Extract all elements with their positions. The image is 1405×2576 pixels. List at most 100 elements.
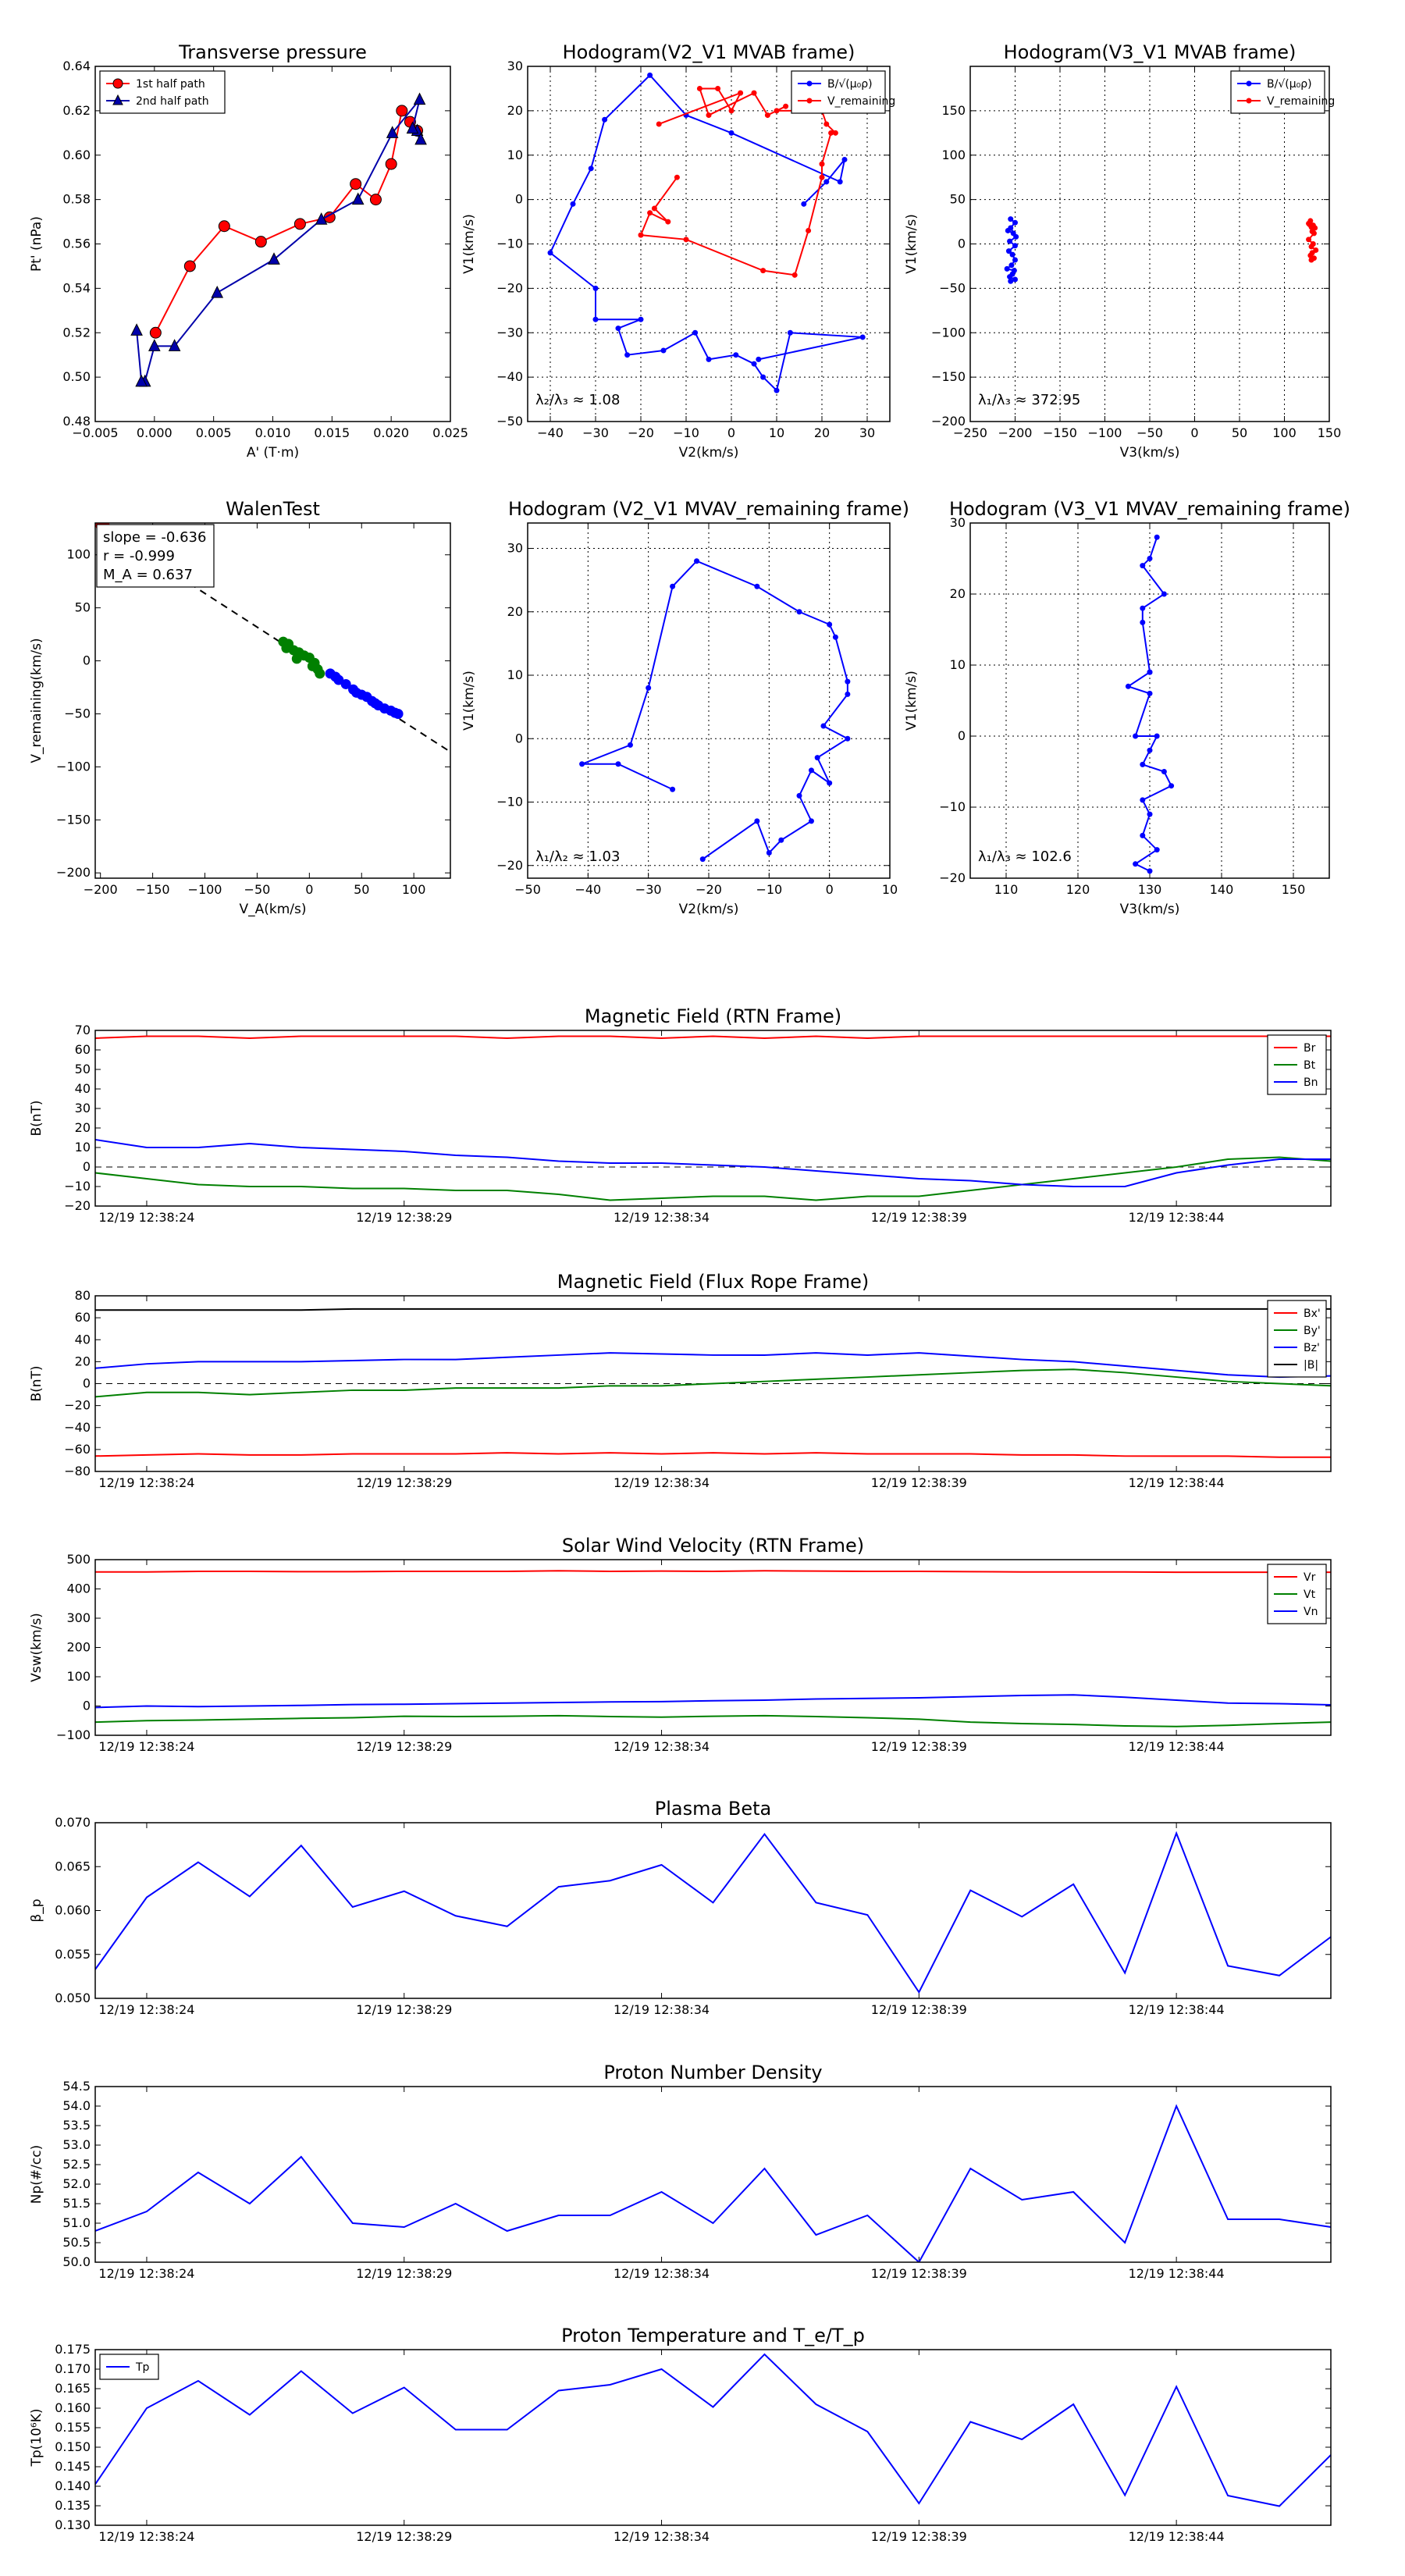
data-point <box>728 108 735 114</box>
legend-label: Bz' <box>1304 1342 1320 1354</box>
y-tick-label: −100 <box>56 1727 91 1742</box>
legend-label: Vt <box>1304 1589 1316 1601</box>
y-tick-label: 10 <box>507 667 523 682</box>
series-b--line <box>549 73 863 393</box>
y-tick-label: 30 <box>75 1101 91 1115</box>
y-tick-label: 0.145 <box>55 2459 91 2474</box>
x-tick-label: 12/19 12:38:44 <box>1129 2529 1225 2544</box>
data-point <box>211 285 224 298</box>
plot-area <box>579 558 851 863</box>
x-tick-label: 12/19 12:38:24 <box>98 2529 194 2544</box>
y-tick-label: 10 <box>75 1140 91 1155</box>
x-tick-label: 130 <box>1138 882 1162 897</box>
data-point <box>1004 265 1010 272</box>
x-tick-label: 12/19 12:38:44 <box>1129 1475 1225 1490</box>
y-tick-label: 0.160 <box>55 2400 91 2415</box>
x-tick-label: 10 <box>882 882 898 897</box>
annotation-text: λ₁/λ₃ ≈ 102.6 <box>978 849 1072 865</box>
y-tick-label: 0.055 <box>55 1947 91 1962</box>
data-point <box>859 334 866 340</box>
y-tick-label: 0.60 <box>62 148 91 162</box>
data-point <box>827 621 833 628</box>
chart-h4: Hodogram (V3_V1 MVAV_remaining frame) −20… <box>904 498 1350 917</box>
x-tick-label: 12/19 12:38:44 <box>1129 1739 1225 1754</box>
plot-frame <box>94 522 451 879</box>
data-point <box>706 112 712 119</box>
chart-title: WalenTest <box>226 498 320 520</box>
plot-frame <box>94 1822 1332 1999</box>
data-point <box>760 374 767 380</box>
chart-title: Magnetic Field (RTN Frame) <box>585 1005 841 1027</box>
data-point <box>778 837 784 843</box>
series-np-line <box>95 2104 1331 2262</box>
data-point <box>1154 534 1160 540</box>
y-tick-label: 0.155 <box>55 2420 91 2435</box>
y-tick-label: 50 <box>75 600 91 615</box>
data-point <box>1008 225 1014 231</box>
data-point <box>827 780 833 786</box>
x-axis-label: V3(km/s) <box>1120 445 1180 461</box>
x-tick-label: 12/19 12:38:34 <box>614 2529 710 2544</box>
data-point <box>406 121 419 134</box>
x-tick-label: 12/19 12:38:29 <box>356 2529 452 2544</box>
y-tick-label: 60 <box>75 1310 91 1325</box>
data-point <box>135 374 148 387</box>
y-tick-label: 0.64 <box>62 59 91 73</box>
data-point <box>819 174 825 180</box>
series-br-line <box>95 1035 1331 1040</box>
x-tick-label: −30 <box>635 882 662 897</box>
data-point <box>579 761 585 767</box>
plot-area <box>95 1831 1331 1994</box>
data-point <box>808 767 814 774</box>
y-axis-label: B(nT) <box>29 1365 44 1401</box>
x-axis-label: V_A(km/s) <box>239 902 306 917</box>
data-point <box>647 210 653 216</box>
x-tick-label: 12/19 12:38:24 <box>98 2266 194 2281</box>
x-tick-label: −20 <box>628 425 654 440</box>
legend-marker <box>112 78 123 89</box>
data-point <box>149 326 162 339</box>
legend-label: |B| <box>1304 1359 1318 1372</box>
x-tick-label: −100 <box>1088 425 1122 440</box>
data-point <box>1308 257 1314 263</box>
legend: Vr Vt Vn <box>1267 1564 1327 1624</box>
x-tick-label: 20 <box>814 425 830 440</box>
legend-label: Vr <box>1304 1571 1316 1584</box>
stats-line: slope = -0.636 <box>103 529 206 546</box>
chart-wt: WalenTest −200 −150 −100 −50 0 50 100 −200 −150 −1… <box>29 498 451 917</box>
legend: Bx' By' Bz' |B| <box>1267 1300 1327 1378</box>
series-bx--line <box>95 1452 1331 1458</box>
data-point <box>754 583 760 589</box>
y-tick-label: 0.54 <box>62 280 91 295</box>
data-point <box>728 130 735 136</box>
data-point <box>715 85 721 91</box>
x-tick-label: 12/19 12:38:24 <box>98 2002 194 2017</box>
x-tick-label: 12/19 12:38:34 <box>614 1210 710 1225</box>
x-tick-label: 150 <box>1282 882 1306 897</box>
chart-title: Hodogram(V3_V1 MVAB frame) <box>1004 41 1297 63</box>
x-tick-label: 150 <box>1318 425 1342 440</box>
y-tick-label: 40 <box>75 1081 91 1096</box>
data-point <box>1161 591 1167 597</box>
data-point <box>808 818 814 824</box>
data-point <box>1147 747 1153 753</box>
y-tick-label: 0.060 <box>55 1903 91 1918</box>
chart-h3: Hodogram (V2_V1 MVAV_remaining frame) −20… <box>461 498 909 917</box>
chart-title: Hodogram (V3_V1 MVAV_remaining frame) <box>949 498 1350 520</box>
chart-title: Proton Temperature and T_e/T_p <box>561 2325 865 2347</box>
y-tick-label: 0.135 <box>55 2498 91 2513</box>
series-by--line <box>95 1368 1331 1398</box>
chart-h2: Hodogram(V3_V1 MVAB frame) −200 −150 −100 −5… <box>904 41 1341 461</box>
x-tick-label: −50 <box>514 882 541 897</box>
legend-box <box>791 70 886 114</box>
y-axis-label: B(nT) <box>29 1100 44 1136</box>
y-tick-label: 10 <box>507 148 523 162</box>
series-bz--line <box>95 1352 1331 1379</box>
data-point <box>1308 244 1314 250</box>
legend-label: V_remaining <box>1267 95 1335 108</box>
y-tick-label: 0.50 <box>62 369 91 384</box>
plot-frame <box>94 1030 1332 1207</box>
x-tick-label: −200 <box>84 882 118 897</box>
data-point <box>656 121 662 127</box>
x-tick-label: −30 <box>582 425 609 440</box>
